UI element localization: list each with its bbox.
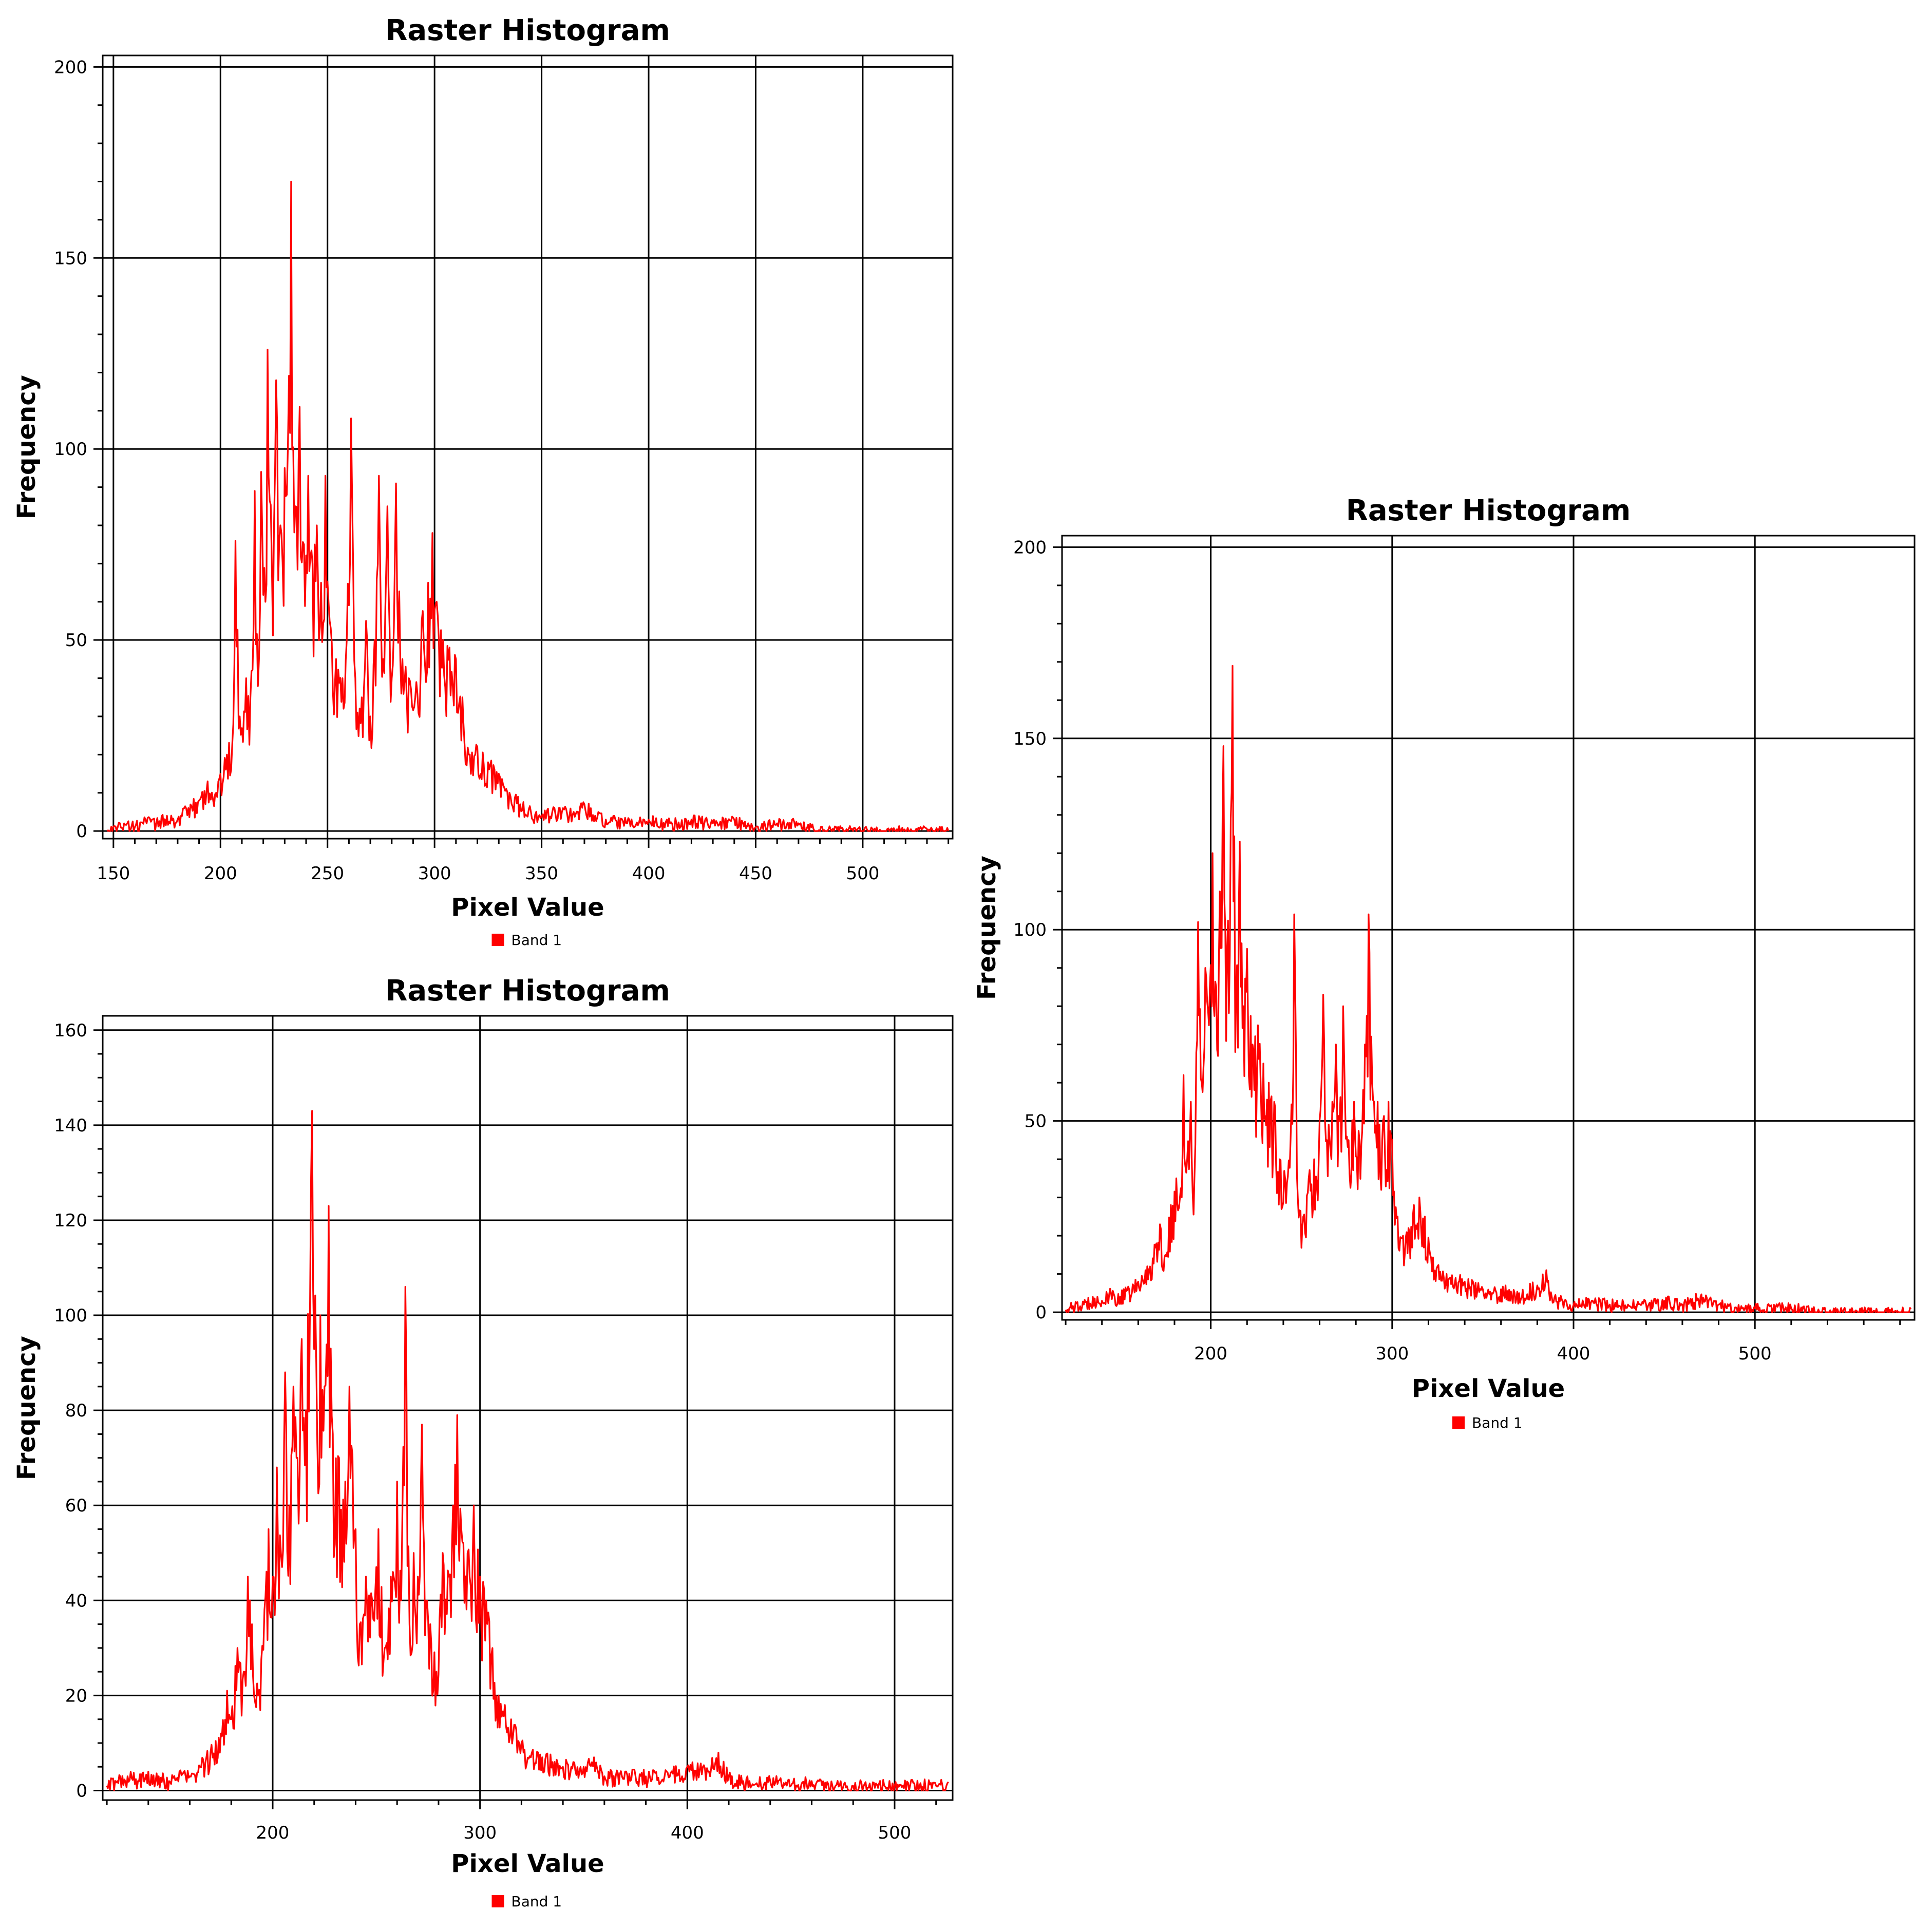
legend-label: Band 1 — [1472, 1414, 1523, 1431]
y-tick-label: 100 — [54, 439, 87, 460]
histogram-panel-right: 0 50 100 150 200 200 300 400 500 Raster Histogram… — [965, 480, 1926, 1441]
y-axis-label: Frequency — [973, 856, 1001, 1000]
y-tick-label: 0 — [1035, 1302, 1047, 1323]
y-tick-label: 100 — [1013, 920, 1047, 940]
x-tick-label: 300 — [463, 1823, 497, 1843]
y-tick-label: 40 — [65, 1591, 87, 1611]
y-tick-label: 150 — [1013, 729, 1047, 749]
y-tick-label: 20 — [65, 1686, 87, 1706]
x-tick-label: 350 — [525, 863, 558, 884]
x-tick-label: 200 — [256, 1823, 290, 1843]
x-axis-label: Pixel Value — [1412, 1374, 1565, 1403]
series-line-band-1 — [106, 1110, 950, 1792]
legend-swatch — [1452, 1416, 1465, 1429]
x-tick-label: 500 — [878, 1823, 912, 1843]
y-axis-label: Frequency — [12, 1336, 41, 1480]
x-axis-label: Pixel Value — [451, 893, 604, 922]
y-tick-label: 140 — [54, 1115, 87, 1136]
chart-title: Raster Histogram — [385, 974, 670, 1008]
legend-swatch — [491, 1895, 504, 1907]
histogram-chart-1: 0 50 100 150 200 150 200 250 300 350 400 450 500 Rast… — [12, 14, 954, 949]
legend-swatch — [491, 934, 504, 946]
histogram-chart-3: 0 50 100 150 200 200 300 400 500 Raster Histogram… — [973, 494, 1916, 1431]
x-tick-label: 400 — [1557, 1344, 1590, 1364]
x-tick-label: 300 — [1375, 1344, 1409, 1364]
series-line-band-1 — [106, 180, 950, 832]
x-axis-label: Pixel Value — [451, 1849, 604, 1878]
chart-title: Raster Histogram — [1346, 494, 1631, 527]
chart-title: Raster Histogram — [385, 14, 670, 47]
y-tick-label: 200 — [1013, 537, 1047, 558]
y-tick-label: 80 — [65, 1401, 87, 1421]
histogram-panel-top-left: 0 50 100 150 200 150 200 250 300 350 400 450 500 Rast… — [0, 0, 960, 960]
x-tick-label: 250 — [311, 863, 344, 884]
plot-frame — [102, 54, 954, 840]
legend-label: Band 1 — [512, 932, 562, 949]
y-tick-label: 50 — [65, 630, 87, 651]
series-line-band-1 — [1065, 665, 1912, 1313]
y-tick-label: 100 — [54, 1305, 87, 1326]
plot-area — [103, 1016, 953, 1800]
x-tick-label: 500 — [1738, 1344, 1772, 1364]
grid — [1062, 536, 1915, 1320]
grid — [103, 55, 953, 839]
x-tick-label: 300 — [418, 863, 451, 884]
y-tick-label: 160 — [54, 1020, 87, 1041]
x-tick-label: 400 — [671, 1823, 704, 1843]
plot-area — [103, 55, 953, 839]
y-tick-label: 200 — [54, 57, 87, 78]
histogram-panel-bottom-left: 0 20 40 60 80 100 120 140 160 200 300 400 500 Raster … — [0, 960, 960, 1926]
y-tick-label: 50 — [1025, 1111, 1047, 1132]
y-tick-label: 0 — [76, 821, 87, 842]
y-tick-label: 0 — [76, 1781, 87, 1801]
x-tick-label: 150 — [97, 863, 130, 884]
y-tick-label: 120 — [54, 1210, 87, 1231]
x-tick-label: 500 — [846, 863, 879, 884]
plot-frame — [1061, 535, 1916, 1321]
y-axis-label: Frequency — [12, 375, 41, 519]
grid — [103, 1016, 953, 1800]
y-tick-label: 150 — [54, 248, 87, 269]
y-tick-label: 60 — [65, 1496, 87, 1516]
x-tick-label: 200 — [204, 863, 237, 884]
plot-area — [1062, 536, 1915, 1320]
plot-frame — [102, 1015, 954, 1801]
histogram-chart-2: 0 20 40 60 80 100 120 140 160 200 300 400 500 Raster … — [12, 974, 954, 1910]
x-tick-label: 200 — [1194, 1344, 1227, 1364]
x-tick-label: 400 — [632, 863, 666, 884]
legend-label: Band 1 — [512, 1893, 562, 1910]
x-tick-label: 450 — [739, 863, 772, 884]
